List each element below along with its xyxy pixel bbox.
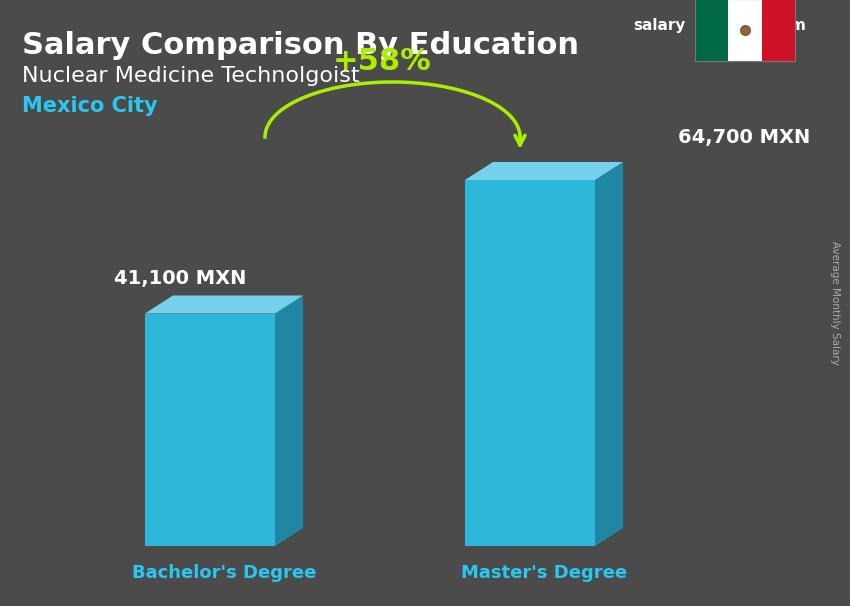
Text: Bachelor's Degree: Bachelor's Degree <box>132 564 316 582</box>
Text: explorer: explorer <box>695 18 767 33</box>
Text: Master's Degree: Master's Degree <box>461 564 627 582</box>
Text: 64,700 MXN: 64,700 MXN <box>678 127 810 147</box>
Polygon shape <box>465 180 595 546</box>
Polygon shape <box>595 162 623 546</box>
Polygon shape <box>145 313 275 546</box>
Bar <box>695 0 795 61</box>
Polygon shape <box>275 296 303 546</box>
Bar <box>762 0 795 61</box>
Polygon shape <box>465 162 623 180</box>
Polygon shape <box>145 296 303 313</box>
Text: Mexico City: Mexico City <box>22 96 157 116</box>
Text: +58%: +58% <box>333 47 432 76</box>
Text: Salary Comparison By Education: Salary Comparison By Education <box>22 31 579 60</box>
Text: Nuclear Medicine Technolgoist: Nuclear Medicine Technolgoist <box>22 66 360 86</box>
Text: salary: salary <box>633 18 685 33</box>
Bar <box>695 0 728 61</box>
Text: Average Monthly Salary: Average Monthly Salary <box>830 241 840 365</box>
Text: .com: .com <box>766 18 807 33</box>
Text: 41,100 MXN: 41,100 MXN <box>114 269 246 288</box>
Bar <box>728 0 762 61</box>
